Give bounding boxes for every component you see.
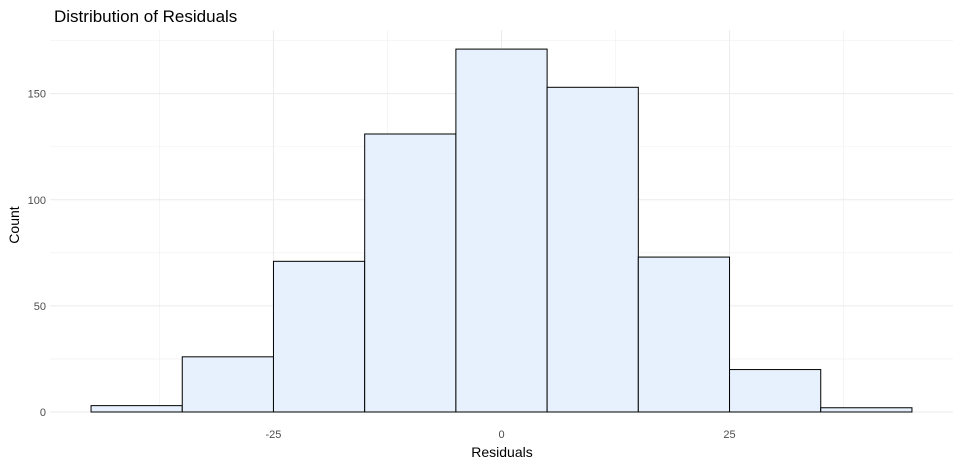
tick-labels: -25 0 25 0 50 100 150 (28, 89, 736, 441)
y-tick-label: 50 (34, 301, 46, 313)
x-axis-title: Residuals (471, 444, 532, 460)
histogram-bar-1 (90, 405, 183, 413)
histogram-bar-6 (546, 86, 639, 413)
histogram-bar-4 (364, 133, 457, 413)
histogram-bar-3 (272, 260, 366, 413)
y-tick-label: 150 (28, 89, 46, 101)
y-tick-label: 100 (28, 195, 46, 207)
x-tick-label: -25 (266, 429, 282, 441)
x-tick-label: 0 (498, 429, 504, 441)
bars (90, 48, 913, 413)
histogram-bar-9 (820, 407, 913, 413)
y-tick-label: 0 (40, 407, 46, 419)
y-axis-title: Count (6, 206, 22, 243)
histogram-bar-2 (181, 356, 274, 413)
chart-title: Distribution of Residuals (54, 7, 237, 26)
x-tick-label: 25 (723, 429, 735, 441)
histogram-bar-7 (637, 256, 731, 413)
histogram-bar-8 (729, 369, 822, 413)
histogram-bar-5 (455, 48, 548, 413)
